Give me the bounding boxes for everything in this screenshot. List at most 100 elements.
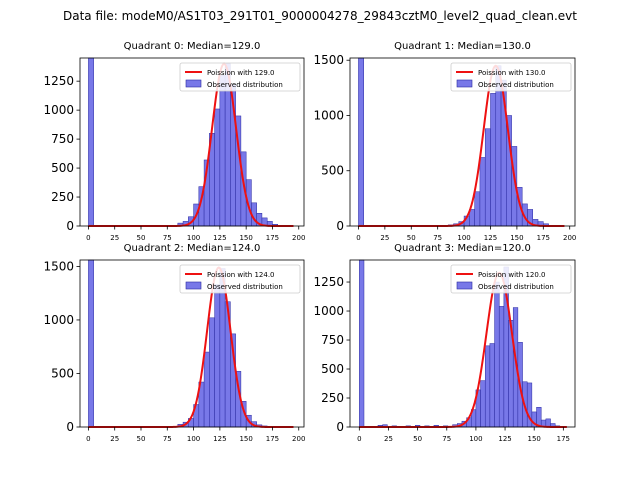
histogram-bar: [484, 128, 491, 227]
x-tick-label: 50: [137, 234, 146, 242]
histogram-bar: [358, 57, 364, 227]
y-tick-label: 1250: [313, 275, 344, 289]
subplot-title: Quadrant 3: Median=120.0: [394, 243, 531, 254]
histogram-bar: [484, 345, 491, 428]
x-tick-label: 150: [528, 435, 541, 443]
figure-suptitle: Data file: modeM0/AS1T03_291T01_90000042…: [63, 9, 577, 23]
y-tick-label: 500: [321, 362, 344, 376]
subplot-quadrant-0: Quadrant 0: Median=129.0 0 25 50 75 100 125 150…: [43, 41, 305, 242]
histogram-bar: [209, 317, 215, 428]
histogram-bar: [536, 407, 542, 428]
subplot-quadrant-2: Quadrant 2: Median=124.0 0 25 50 75 100 125 150…: [43, 243, 305, 443]
histogram-bar: [474, 191, 481, 227]
x-tick-label: 0: [357, 435, 361, 443]
legend-bar-label: Observed distribution: [207, 81, 283, 89]
legend-box: [179, 264, 301, 294]
x-tick-label: 75: [442, 435, 451, 443]
subplot-grid: Quadrant 0: Median=129.0 0 25 50 75 100 125 150…: [43, 41, 576, 443]
axes-frame: [349, 57, 576, 227]
histogram-bar: [203, 351, 210, 428]
legend-bar-swatch: [456, 79, 473, 88]
y-tick-label: 0: [336, 420, 344, 434]
x-tick-label: 100: [187, 234, 200, 242]
y-tick-label: 0: [66, 219, 74, 233]
x-tick-label: 0: [356, 234, 360, 242]
y-tick-label: 250: [321, 391, 344, 405]
histogram-bar: [214, 108, 221, 227]
x-tick-label: 100: [457, 234, 470, 242]
x-tick-label: 50: [137, 435, 146, 443]
legend-bar-label: Observed distribution: [207, 283, 283, 291]
subplot-quadrant-3: Quadrant 3: Median=120.0 0 25 50 75 100 125 150…: [313, 243, 576, 443]
histogram-bar: [88, 259, 94, 428]
y-tick-label: 0: [336, 219, 344, 233]
x-tick-label: 100: [187, 435, 200, 443]
y-tick-label: 1250: [43, 74, 74, 88]
legend-bar-label: Observed distribution: [478, 81, 554, 89]
x-tick-label: 150: [239, 234, 252, 242]
legend-box: [450, 264, 572, 294]
histogram-bar: [214, 284, 221, 428]
histogram-bar: [359, 259, 365, 428]
legend: Poission with 120.0 Observed distribution: [450, 264, 572, 294]
legend-bar-label: Observed distribution: [478, 283, 554, 291]
x-tick-label: 175: [266, 234, 279, 242]
axes-frame: [79, 57, 305, 227]
legend-box: [179, 62, 301, 92]
x-tick-label: 125: [213, 234, 226, 242]
x-tick-label: 125: [498, 435, 511, 443]
legend: Poission with 129.0 Observed distribution: [179, 62, 301, 92]
x-tick-label: 50: [413, 435, 422, 443]
x-tick-label: 100: [469, 435, 482, 443]
x-tick-label: 75: [163, 435, 172, 443]
axes-frame: [349, 259, 576, 428]
legend-bar-swatch: [185, 79, 202, 88]
histogram-bar: [498, 306, 505, 428]
y-tick-label: 500: [51, 161, 74, 175]
x-tick-label: 25: [110, 234, 119, 242]
x-tick-label: 200: [292, 234, 305, 242]
x-tick-label: 50: [407, 234, 416, 242]
x-tick-label: 125: [484, 234, 497, 242]
histogram-bar: [490, 93, 497, 227]
legend: Poission with 130.0 Observed distribution: [450, 62, 572, 92]
x-tick-label: 75: [433, 234, 442, 242]
x-tick-label: 175: [537, 234, 550, 242]
x-tick-label: 150: [510, 234, 523, 242]
y-tick-label: 1500: [313, 53, 344, 67]
histogram-bar: [480, 380, 486, 428]
y-tick-label: 750: [321, 333, 344, 347]
x-tick-label: 0: [86, 435, 90, 443]
x-tick-label: 200: [292, 435, 305, 443]
y-tick-label: 1000: [43, 313, 74, 327]
x-tick-label: 25: [380, 234, 389, 242]
y-tick-label: 500: [51, 366, 74, 380]
legend-bar-swatch: [456, 281, 473, 290]
subplot-title: Quadrant 1: Median=130.0: [394, 41, 531, 52]
legend-line-label: Poission with 120.0: [478, 271, 546, 279]
y-tick-label: 1000: [313, 304, 344, 318]
y-tick-label: 1000: [313, 108, 344, 122]
legend-bar-swatch: [185, 281, 202, 290]
y-tick-label: 750: [51, 132, 74, 146]
x-tick-label: 75: [163, 234, 172, 242]
y-tick-label: 1000: [43, 103, 74, 117]
legend-line-label: Poission with 124.0: [207, 271, 275, 279]
histogram-bar: [545, 418, 551, 428]
x-tick-label: 25: [110, 435, 119, 443]
histogram-bar: [494, 281, 500, 428]
legend-line-label: Poission with 129.0: [207, 69, 275, 77]
x-tick-label: 125: [213, 435, 226, 443]
histogram-bar: [88, 57, 94, 227]
x-tick-label: 0: [86, 234, 90, 242]
legend-line-label: Poission with 130.0: [478, 69, 546, 77]
histogram-bar: [479, 157, 486, 227]
x-tick-label: 200: [563, 234, 576, 242]
y-tick-label: 250: [51, 190, 74, 204]
legend: Poission with 124.0 Observed distribution: [179, 264, 301, 294]
x-tick-label: 25: [384, 435, 393, 443]
histogram-bar: [489, 343, 495, 428]
y-tick-label: 0: [66, 420, 74, 434]
y-tick-label: 1500: [43, 259, 74, 273]
